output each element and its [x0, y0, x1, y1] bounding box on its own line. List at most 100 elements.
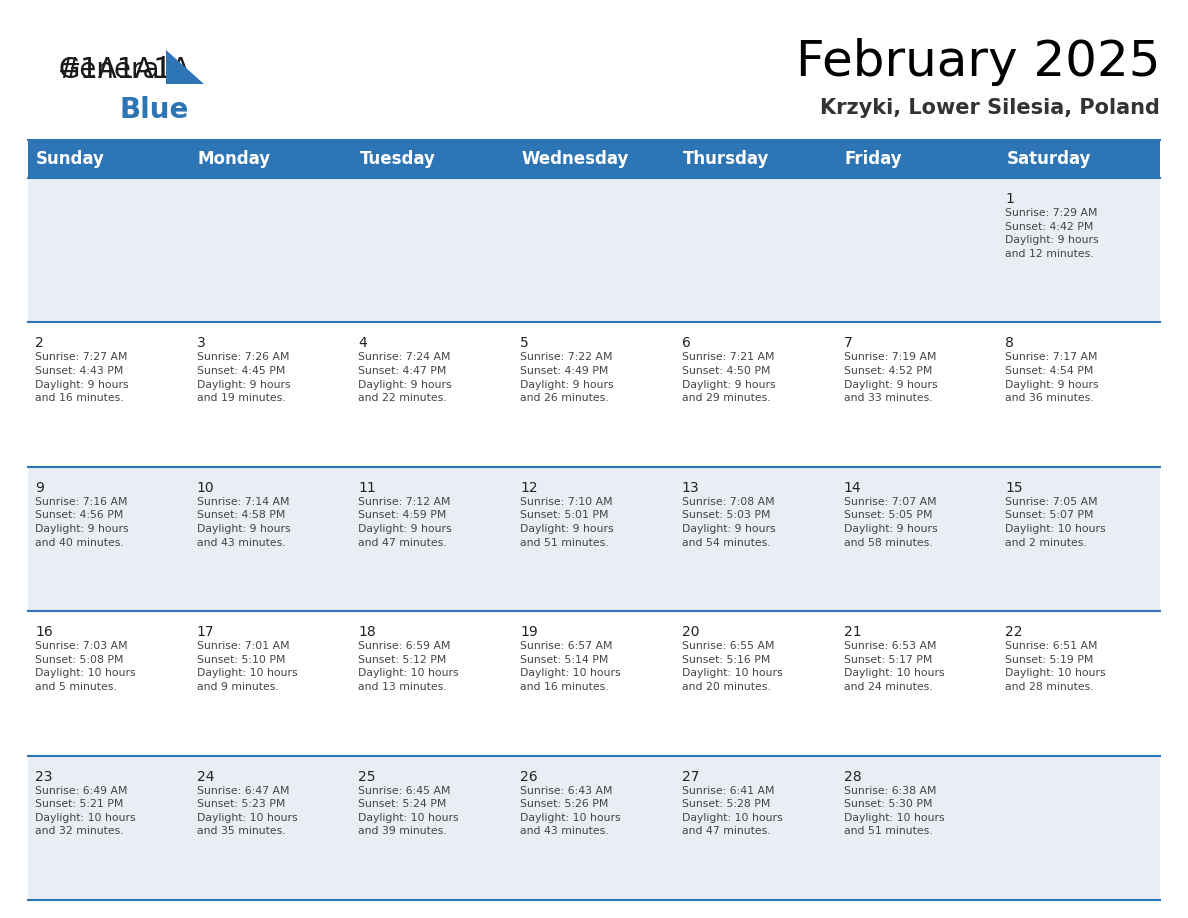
Bar [998, 466, 1159, 611]
Bar [675, 611, 836, 756]
Text: Sunrise: 6:59 AM
Sunset: 5:12 PM
Daylight: 10 hours
and 13 minutes.: Sunrise: 6:59 AM Sunset: 5:12 PM Dayligh… [359, 641, 459, 692]
Text: 10: 10 [197, 481, 214, 495]
Bar [352, 140, 513, 178]
Text: 1: 1 [1005, 192, 1015, 206]
Text: Sunrise: 6:55 AM
Sunset: 5:16 PM
Daylight: 10 hours
and 20 minutes.: Sunrise: 6:55 AM Sunset: 5:16 PM Dayligh… [682, 641, 783, 692]
Bar [836, 756, 998, 900]
Text: Sunrise: 7:14 AM
Sunset: 4:58 PM
Daylight: 9 hours
and 43 minutes.: Sunrise: 7:14 AM Sunset: 4:58 PM Dayligh… [197, 497, 290, 548]
Bar [29, 466, 190, 611]
Text: Sunrise: 7:03 AM
Sunset: 5:08 PM
Daylight: 10 hours
and 5 minutes.: Sunrise: 7:03 AM Sunset: 5:08 PM Dayligh… [34, 641, 135, 692]
Text: Thursday: Thursday [683, 150, 770, 168]
Text: 11: 11 [359, 481, 377, 495]
Text: Friday: Friday [845, 150, 902, 168]
Bar [836, 178, 998, 322]
Bar [675, 322, 836, 466]
Text: February 2025: February 2025 [796, 38, 1159, 86]
Text: Sunrise: 6:38 AM
Sunset: 5:30 PM
Daylight: 10 hours
and 51 minutes.: Sunrise: 6:38 AM Sunset: 5:30 PM Dayligh… [843, 786, 944, 836]
Bar [675, 140, 836, 178]
Text: Sunrise: 7:29 AM
Sunset: 4:42 PM
Daylight: 9 hours
and 12 minutes.: Sunrise: 7:29 AM Sunset: 4:42 PM Dayligh… [1005, 208, 1099, 259]
Text: Sunrise: 6:49 AM
Sunset: 5:21 PM
Daylight: 10 hours
and 32 minutes.: Sunrise: 6:49 AM Sunset: 5:21 PM Dayligh… [34, 786, 135, 836]
Bar [190, 322, 352, 466]
Bar [998, 178, 1159, 322]
Text: Sunrise: 6:51 AM
Sunset: 5:19 PM
Daylight: 10 hours
and 28 minutes.: Sunrise: 6:51 AM Sunset: 5:19 PM Dayligh… [1005, 641, 1106, 692]
Text: 2: 2 [34, 336, 44, 351]
Text: 22: 22 [1005, 625, 1023, 639]
Text: Sunrise: 6:43 AM
Sunset: 5:26 PM
Daylight: 10 hours
and 43 minutes.: Sunrise: 6:43 AM Sunset: 5:26 PM Dayligh… [520, 786, 621, 836]
Text: Wednesday: Wednesday [522, 150, 628, 168]
Text: Sunrise: 6:41 AM
Sunset: 5:28 PM
Daylight: 10 hours
and 47 minutes.: Sunrise: 6:41 AM Sunset: 5:28 PM Dayligh… [682, 786, 783, 836]
Text: Sunrise: 6:53 AM
Sunset: 5:17 PM
Daylight: 10 hours
and 24 minutes.: Sunrise: 6:53 AM Sunset: 5:17 PM Dayligh… [843, 641, 944, 692]
Bar [513, 322, 675, 466]
Bar [513, 178, 675, 322]
Text: Sunrise: 6:45 AM
Sunset: 5:24 PM
Daylight: 10 hours
and 39 minutes.: Sunrise: 6:45 AM Sunset: 5:24 PM Dayligh… [359, 786, 459, 836]
Text: Tuesday: Tuesday [360, 150, 435, 168]
Polygon shape [166, 50, 204, 84]
Bar [29, 178, 190, 322]
Text: #1A1A1A: #1A1A1A [58, 56, 191, 84]
Bar [836, 466, 998, 611]
Text: Sunrise: 7:26 AM
Sunset: 4:45 PM
Daylight: 9 hours
and 19 minutes.: Sunrise: 7:26 AM Sunset: 4:45 PM Dayligh… [197, 353, 290, 403]
Bar [513, 140, 675, 178]
Text: 9: 9 [34, 481, 44, 495]
Text: General: General [58, 56, 168, 84]
Bar [29, 756, 190, 900]
Text: 27: 27 [682, 769, 700, 784]
Text: 8: 8 [1005, 336, 1015, 351]
Text: 26: 26 [520, 769, 538, 784]
Text: 15: 15 [1005, 481, 1023, 495]
Bar [190, 756, 352, 900]
Text: Krzyki, Lower Silesia, Poland: Krzyki, Lower Silesia, Poland [820, 98, 1159, 118]
Text: Monday: Monday [197, 150, 271, 168]
Text: 13: 13 [682, 481, 700, 495]
Bar [29, 140, 190, 178]
Text: 14: 14 [843, 481, 861, 495]
Text: 20: 20 [682, 625, 700, 639]
Text: Sunrise: 7:12 AM
Sunset: 4:59 PM
Daylight: 9 hours
and 47 minutes.: Sunrise: 7:12 AM Sunset: 4:59 PM Dayligh… [359, 497, 453, 548]
Text: 24: 24 [197, 769, 214, 784]
Bar [29, 611, 190, 756]
Text: 3: 3 [197, 336, 206, 351]
Bar [190, 140, 352, 178]
Text: 7: 7 [843, 336, 852, 351]
Bar [352, 178, 513, 322]
Bar [352, 466, 513, 611]
Text: Sunrise: 7:08 AM
Sunset: 5:03 PM
Daylight: 9 hours
and 54 minutes.: Sunrise: 7:08 AM Sunset: 5:03 PM Dayligh… [682, 497, 776, 548]
Bar [998, 756, 1159, 900]
Text: Sunrise: 7:19 AM
Sunset: 4:52 PM
Daylight: 9 hours
and 33 minutes.: Sunrise: 7:19 AM Sunset: 4:52 PM Dayligh… [843, 353, 937, 403]
Bar [190, 178, 352, 322]
Bar [998, 140, 1159, 178]
Bar [190, 466, 352, 611]
Bar [998, 322, 1159, 466]
Text: Sunrise: 7:05 AM
Sunset: 5:07 PM
Daylight: 10 hours
and 2 minutes.: Sunrise: 7:05 AM Sunset: 5:07 PM Dayligh… [1005, 497, 1106, 548]
Text: Sunrise: 7:16 AM
Sunset: 4:56 PM
Daylight: 9 hours
and 40 minutes.: Sunrise: 7:16 AM Sunset: 4:56 PM Dayligh… [34, 497, 128, 548]
Text: 4: 4 [359, 336, 367, 351]
Bar [513, 611, 675, 756]
Bar [998, 611, 1159, 756]
Text: Blue: Blue [120, 96, 189, 124]
Bar [513, 756, 675, 900]
Bar [675, 178, 836, 322]
Text: Sunday: Sunday [36, 150, 105, 168]
Bar [190, 611, 352, 756]
Text: 18: 18 [359, 625, 377, 639]
Text: Sunrise: 7:17 AM
Sunset: 4:54 PM
Daylight: 9 hours
and 36 minutes.: Sunrise: 7:17 AM Sunset: 4:54 PM Dayligh… [1005, 353, 1099, 403]
Text: Sunrise: 7:10 AM
Sunset: 5:01 PM
Daylight: 9 hours
and 51 minutes.: Sunrise: 7:10 AM Sunset: 5:01 PM Dayligh… [520, 497, 614, 548]
Bar [836, 322, 998, 466]
Text: 19: 19 [520, 625, 538, 639]
Bar [513, 466, 675, 611]
Text: Sunrise: 7:21 AM
Sunset: 4:50 PM
Daylight: 9 hours
and 29 minutes.: Sunrise: 7:21 AM Sunset: 4:50 PM Dayligh… [682, 353, 776, 403]
Text: 6: 6 [682, 336, 690, 351]
Text: 25: 25 [359, 769, 375, 784]
Bar [675, 466, 836, 611]
Text: Sunrise: 6:47 AM
Sunset: 5:23 PM
Daylight: 10 hours
and 35 minutes.: Sunrise: 6:47 AM Sunset: 5:23 PM Dayligh… [197, 786, 297, 836]
Text: 23: 23 [34, 769, 52, 784]
Text: 16: 16 [34, 625, 52, 639]
Bar [352, 611, 513, 756]
Bar [352, 322, 513, 466]
Text: Sunrise: 7:01 AM
Sunset: 5:10 PM
Daylight: 10 hours
and 9 minutes.: Sunrise: 7:01 AM Sunset: 5:10 PM Dayligh… [197, 641, 297, 692]
Text: Sunrise: 7:24 AM
Sunset: 4:47 PM
Daylight: 9 hours
and 22 minutes.: Sunrise: 7:24 AM Sunset: 4:47 PM Dayligh… [359, 353, 453, 403]
Bar [675, 756, 836, 900]
Text: Sunrise: 7:22 AM
Sunset: 4:49 PM
Daylight: 9 hours
and 26 minutes.: Sunrise: 7:22 AM Sunset: 4:49 PM Dayligh… [520, 353, 614, 403]
Text: Saturday: Saturday [1006, 150, 1091, 168]
Text: 21: 21 [843, 625, 861, 639]
